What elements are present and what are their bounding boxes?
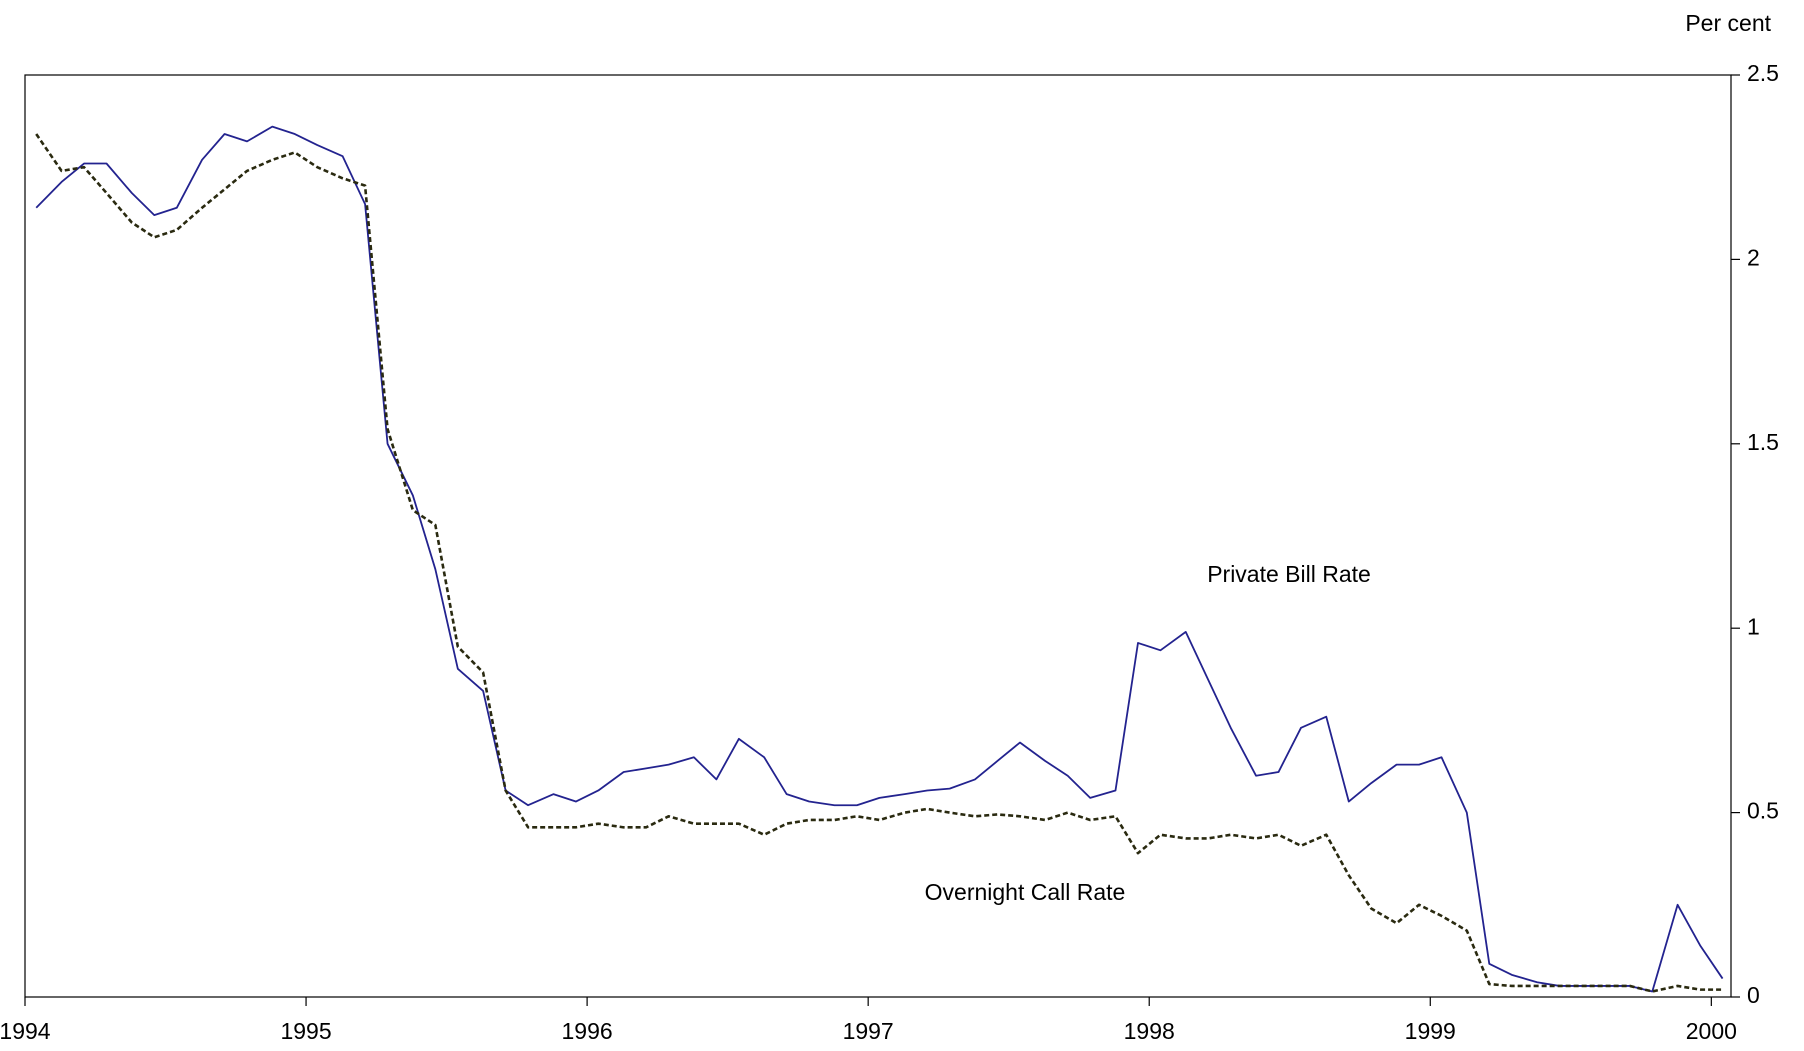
series-annotation: Private Bill Rate bbox=[1207, 561, 1371, 587]
x-tick-label: 1999 bbox=[1405, 1018, 1456, 1044]
y-tick-label: 1.5 bbox=[1747, 429, 1779, 455]
x-tick-label: 1996 bbox=[562, 1018, 613, 1044]
y-tick-label: 1 bbox=[1747, 613, 1760, 639]
x-tick-label: 1995 bbox=[280, 1018, 331, 1044]
plot-frame bbox=[24, 74, 1732, 998]
y-tick-label: 0.5 bbox=[1747, 798, 1779, 824]
x-tick-label: 1994 bbox=[0, 1018, 51, 1044]
y-tick-label: 0 bbox=[1747, 982, 1760, 1008]
x-tick-label: 2000 bbox=[1686, 1018, 1737, 1044]
y-axis-label: Per cent bbox=[1685, 10, 1771, 36]
y-tick-label: 2.5 bbox=[1747, 60, 1779, 86]
x-tick-label: 1998 bbox=[1124, 1018, 1175, 1044]
series-line bbox=[35, 125, 1724, 993]
series-line bbox=[35, 133, 1723, 993]
series-annotation: Overnight Call Rate bbox=[925, 879, 1126, 905]
y-tick-label: 2 bbox=[1747, 244, 1760, 270]
x-tick-label: 1997 bbox=[843, 1018, 894, 1044]
